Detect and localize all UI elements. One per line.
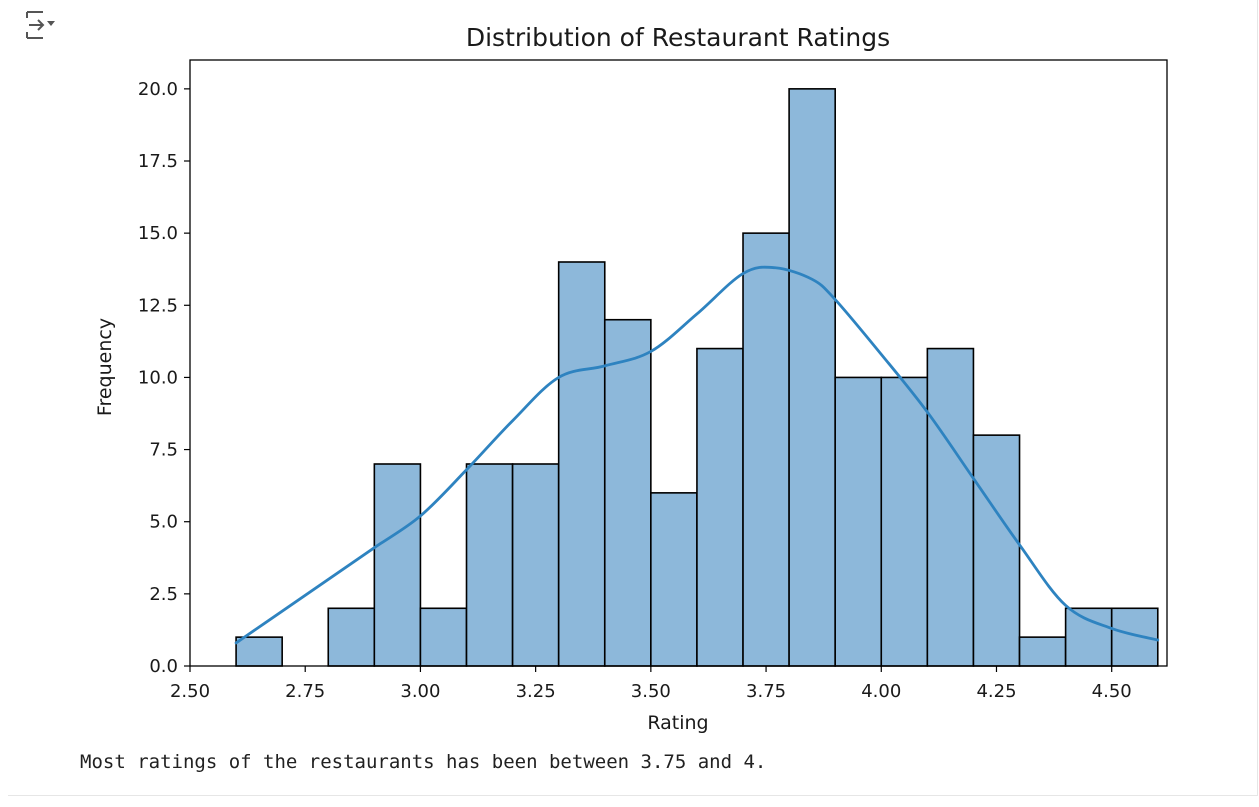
output-caption: Most ratings of the restaurants has been… xyxy=(80,751,767,773)
x-tick-label: 2.50 xyxy=(170,681,210,702)
histogram-bar xyxy=(926,347,975,667)
x-tick-label: 2.75 xyxy=(285,681,325,702)
x-axis: 2.50 2.75 3.00 3.25 3.50 3.75 4.00 4.25 4.50 xyxy=(170,666,1132,702)
x-tick-label: 4.25 xyxy=(976,681,1016,702)
histogram-bar xyxy=(742,232,790,667)
histogram-bar xyxy=(327,607,376,667)
x-axis-label: Rating xyxy=(647,712,708,734)
output-collapse-icon[interactable] xyxy=(20,8,58,42)
y-axis: 0.0 2.5 5.0 7.5 10.0 12.5 15.0 17.5 20.0 xyxy=(138,79,190,677)
x-tick-label: 4.50 xyxy=(1092,681,1132,702)
histogram-bar xyxy=(1018,636,1067,667)
histogram-bar xyxy=(419,607,468,667)
y-tick-label: 10.0 xyxy=(138,367,178,388)
chart-title: Distribution of Restaurant Ratings xyxy=(466,23,890,52)
bars-layer xyxy=(235,88,1159,667)
x-tick-label: 3.50 xyxy=(631,681,671,702)
histogram-bar xyxy=(373,463,422,667)
y-tick-label: 15.0 xyxy=(138,223,178,244)
y-tick-label: 2.5 xyxy=(149,584,178,605)
histogram-bar xyxy=(603,318,652,667)
histogram-bar xyxy=(834,376,883,667)
histogram-bar xyxy=(557,261,606,667)
y-tick-label: 7.5 xyxy=(149,440,178,461)
x-tick-label: 3.00 xyxy=(400,681,440,702)
histogram-bar xyxy=(696,347,744,667)
histogram-bar xyxy=(511,463,560,667)
y-axis-label: Frequency xyxy=(94,318,116,416)
y-tick-label: 5.0 xyxy=(149,512,178,533)
histogram-bar xyxy=(235,636,283,667)
histogram-bar xyxy=(465,463,514,667)
kde-curve xyxy=(234,265,1160,645)
plot-frame xyxy=(189,59,1168,667)
histogram-bar xyxy=(972,434,1021,667)
x-tick-label: 4.00 xyxy=(861,681,901,702)
histogram-bar xyxy=(880,376,929,667)
y-tick-label: 17.5 xyxy=(138,151,178,172)
histogram-bar xyxy=(650,492,698,667)
histogram-bar xyxy=(788,88,836,667)
x-tick-label: 3.25 xyxy=(516,681,556,702)
histogram-chart: Distribution of Restaurant Ratings 2.50 2… xyxy=(94,23,1168,734)
histogram-bar xyxy=(1064,607,1113,667)
y-tick-label: 20.0 xyxy=(138,79,178,100)
y-tick-label: 0.0 xyxy=(149,656,178,677)
x-tick-label: 3.75 xyxy=(746,681,786,702)
y-tick-label: 12.5 xyxy=(138,295,178,316)
